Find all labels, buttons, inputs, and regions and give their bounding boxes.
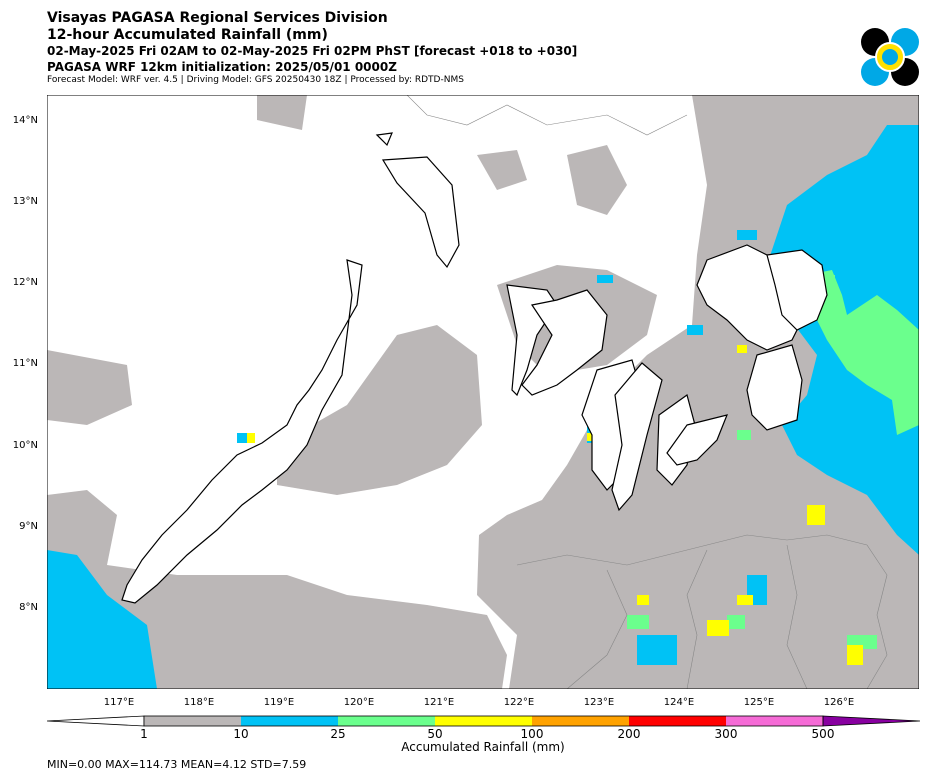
- admin-boundaries: [406, 95, 888, 689]
- statistics-line: MIN=0.00 MAX=114.73 MEAN=4.12 STD=7.59: [47, 758, 307, 771]
- colorbar-segment: [726, 716, 823, 726]
- lat-label-9: 9°N: [19, 521, 38, 532]
- lat-label-14: 14°N: [12, 115, 38, 126]
- colorbar-label-100: 100: [520, 727, 544, 741]
- colorbar-segments: [144, 716, 823, 726]
- colorbar-segment: [144, 716, 241, 726]
- lon-label-126: 126°E: [823, 697, 855, 708]
- lon-label-119: 119°E: [263, 697, 295, 708]
- colorbar-label-10: 10: [233, 727, 249, 741]
- lon-label-124: 124°E: [663, 697, 695, 708]
- rain-50-100mm-areas: [247, 345, 863, 665]
- colorbar-label-25: 25: [330, 727, 346, 741]
- colorbar-segment: [532, 716, 629, 726]
- colorbar-segment: [241, 716, 338, 726]
- colorbar-max-extension: [822, 715, 920, 727]
- colorbar-min-extension: [47, 715, 145, 727]
- lat-label-8: 8°N: [19, 602, 38, 613]
- model-info: Forecast Model: WRF ver. 4.5 | Driving M…: [47, 75, 464, 85]
- lon-label-123: 123°E: [583, 697, 615, 708]
- lon-label-125: 125°E: [743, 697, 775, 708]
- lat-label-10: 10°N: [12, 440, 38, 451]
- lat-label-12: 12°N: [12, 277, 38, 288]
- title-region: Visayas PAGASA Regional Services Divisio…: [47, 10, 388, 26]
- colorbar-segment: [338, 716, 435, 726]
- lon-label-121: 121°E: [423, 697, 455, 708]
- lon-label-118: 118°E: [183, 697, 215, 708]
- coastlines: [121, 132, 828, 604]
- title-period: 02-May-2025 Fri 02AM to 02-May-2025 Fri …: [47, 44, 578, 58]
- lon-label-122: 122°E: [503, 697, 535, 708]
- colorbar-frame: [143, 715, 824, 727]
- colorbar-label-200: 200: [617, 727, 641, 741]
- colorbar-segment: [435, 716, 532, 726]
- rainfall-map: [47, 95, 919, 689]
- lon-label-117: 117°E: [103, 697, 135, 708]
- lat-label-11: 11°N: [12, 358, 38, 369]
- colorbar: [47, 715, 920, 727]
- lat-label-13: 13°N: [12, 196, 38, 207]
- colorbar-label-300: 300: [714, 727, 738, 741]
- colorbar-title: Accumulated Rainfall (mm): [401, 740, 565, 754]
- title-initialization: PAGASA WRF 12km initialization: 2025/05/…: [47, 60, 397, 74]
- colorbar-label-500: 500: [811, 727, 835, 741]
- pagasa-logo: [861, 28, 919, 86]
- title-product: 12-hour Accumulated Rainfall (mm): [47, 27, 328, 43]
- colorbar-label-50: 50: [427, 727, 443, 741]
- lon-label-120: 120°E: [343, 697, 375, 708]
- colorbar-label-1: 1: [140, 727, 148, 741]
- colorbar-segment: [629, 716, 726, 726]
